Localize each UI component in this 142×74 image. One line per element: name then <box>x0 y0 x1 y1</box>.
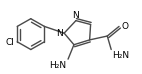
Text: N: N <box>73 11 79 20</box>
Text: H₂N: H₂N <box>49 61 66 70</box>
Text: H₂N: H₂N <box>112 51 129 60</box>
Text: O: O <box>121 22 128 31</box>
Text: N: N <box>56 29 63 38</box>
Text: Cl: Cl <box>5 38 14 47</box>
